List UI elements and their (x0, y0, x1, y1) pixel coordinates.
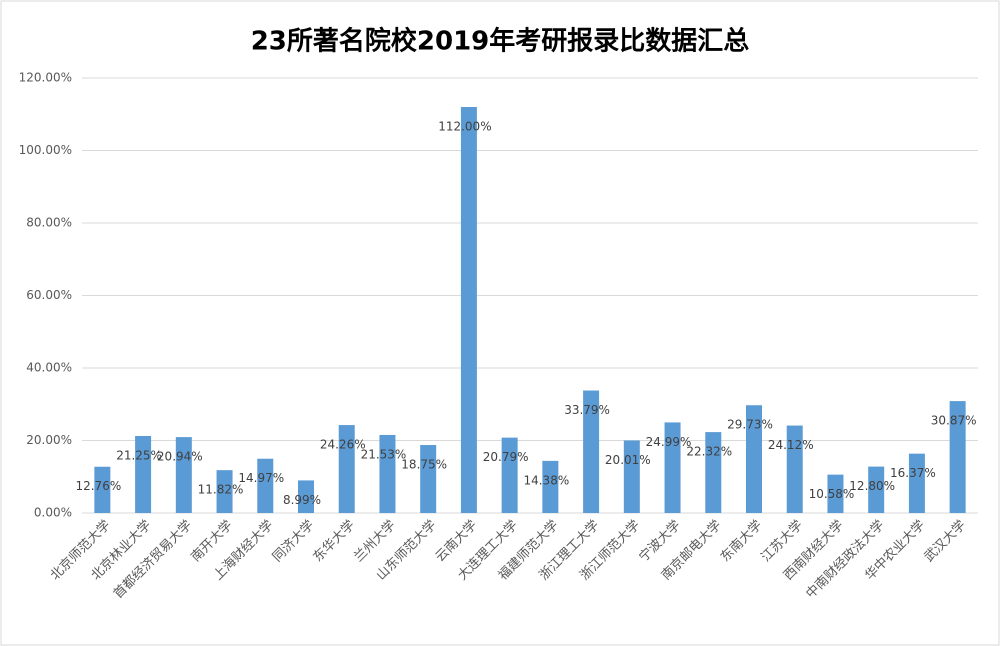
y-tick-label: 100.00% (19, 143, 72, 157)
bar (257, 458, 274, 513)
bar (298, 480, 314, 513)
bar (868, 466, 885, 513)
value-label: 16.37% (890, 466, 936, 480)
value-label: 12.80% (849, 479, 895, 493)
bar (420, 445, 437, 513)
bar (338, 425, 355, 513)
value-label: 20.01% (605, 453, 651, 467)
y-tick-label: 20.00% (26, 433, 72, 447)
bar (501, 437, 518, 513)
bar (94, 466, 111, 513)
value-label: 22.32% (686, 445, 732, 459)
value-label: 24.12% (768, 438, 814, 452)
value-label: 24.26% (320, 438, 366, 452)
chart-title: 23所著名院校2019年考研报录比数据汇总 (251, 26, 750, 57)
y-tick-label: 0.00% (34, 506, 72, 520)
bar (135, 435, 152, 513)
bar (460, 107, 477, 513)
value-label: 20.79% (483, 450, 529, 464)
y-tick-label: 40.00% (26, 361, 72, 375)
value-label: 112.00% (438, 120, 491, 134)
value-label: 14.97% (238, 471, 284, 485)
value-label: 33.79% (564, 403, 610, 417)
bar (705, 432, 722, 513)
bar (175, 437, 192, 513)
value-label: 29.73% (727, 418, 773, 432)
value-label: 12.76% (75, 479, 121, 493)
value-label: 30.87% (931, 414, 977, 428)
bar (664, 422, 681, 513)
bar (623, 440, 640, 513)
bar (216, 470, 233, 513)
y-tick-label: 80.00% (26, 216, 72, 230)
value-label: 10.58% (809, 487, 855, 501)
bar (827, 474, 844, 513)
bar (542, 460, 559, 513)
value-label: 11.82% (198, 483, 244, 497)
y-tick-label: 120.00% (19, 71, 72, 85)
value-label: 21.25% (116, 448, 162, 462)
value-label: 8.99% (283, 493, 321, 507)
bar (786, 425, 803, 513)
bar (379, 434, 396, 513)
y-tick-label: 60.00% (26, 288, 72, 302)
value-label: 24.99% (646, 435, 692, 449)
value-label: 20.94% (157, 450, 203, 464)
bar (746, 405, 762, 513)
value-label: 21.53% (361, 447, 407, 461)
value-label: 14.38% (523, 473, 569, 487)
bar (949, 401, 966, 513)
bar (583, 390, 600, 513)
value-label: 18.75% (401, 458, 447, 472)
bar (908, 453, 925, 513)
